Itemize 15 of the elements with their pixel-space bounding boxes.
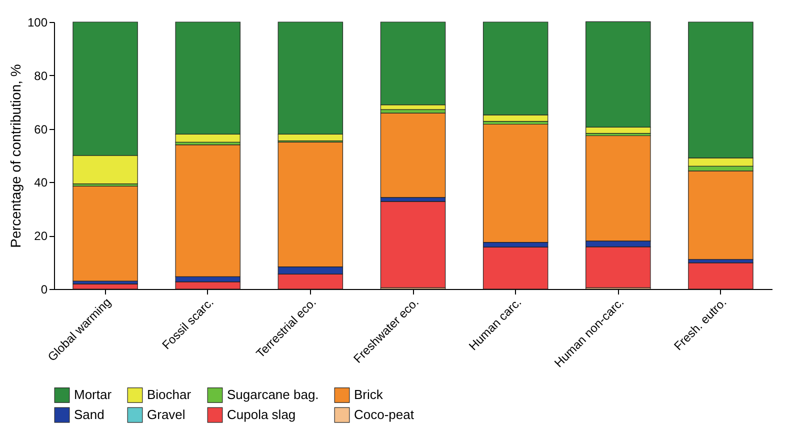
legend-label: Cupola slag [227, 407, 296, 422]
legend-label: Brick [354, 387, 384, 402]
y-tick-label: 0 [40, 282, 48, 296]
y-tick-label: 80 [34, 68, 48, 83]
legend-label: Gravel [147, 407, 186, 422]
legend-label: Mortar [74, 387, 112, 402]
y-axis-title: Percentage of contribution, % [7, 64, 24, 248]
y-tick-label: 60 [34, 122, 48, 136]
legend-label: Sugarcane bag. [227, 387, 319, 402]
legend-label: Biochar [147, 387, 192, 402]
y-tick-label: 100 [27, 16, 48, 30]
legend-label: Sand [74, 407, 104, 422]
legend-label: Coco-peat [354, 407, 414, 422]
y-tick-label: 20 [34, 229, 48, 244]
y-tick-label: 40 [34, 176, 48, 190]
